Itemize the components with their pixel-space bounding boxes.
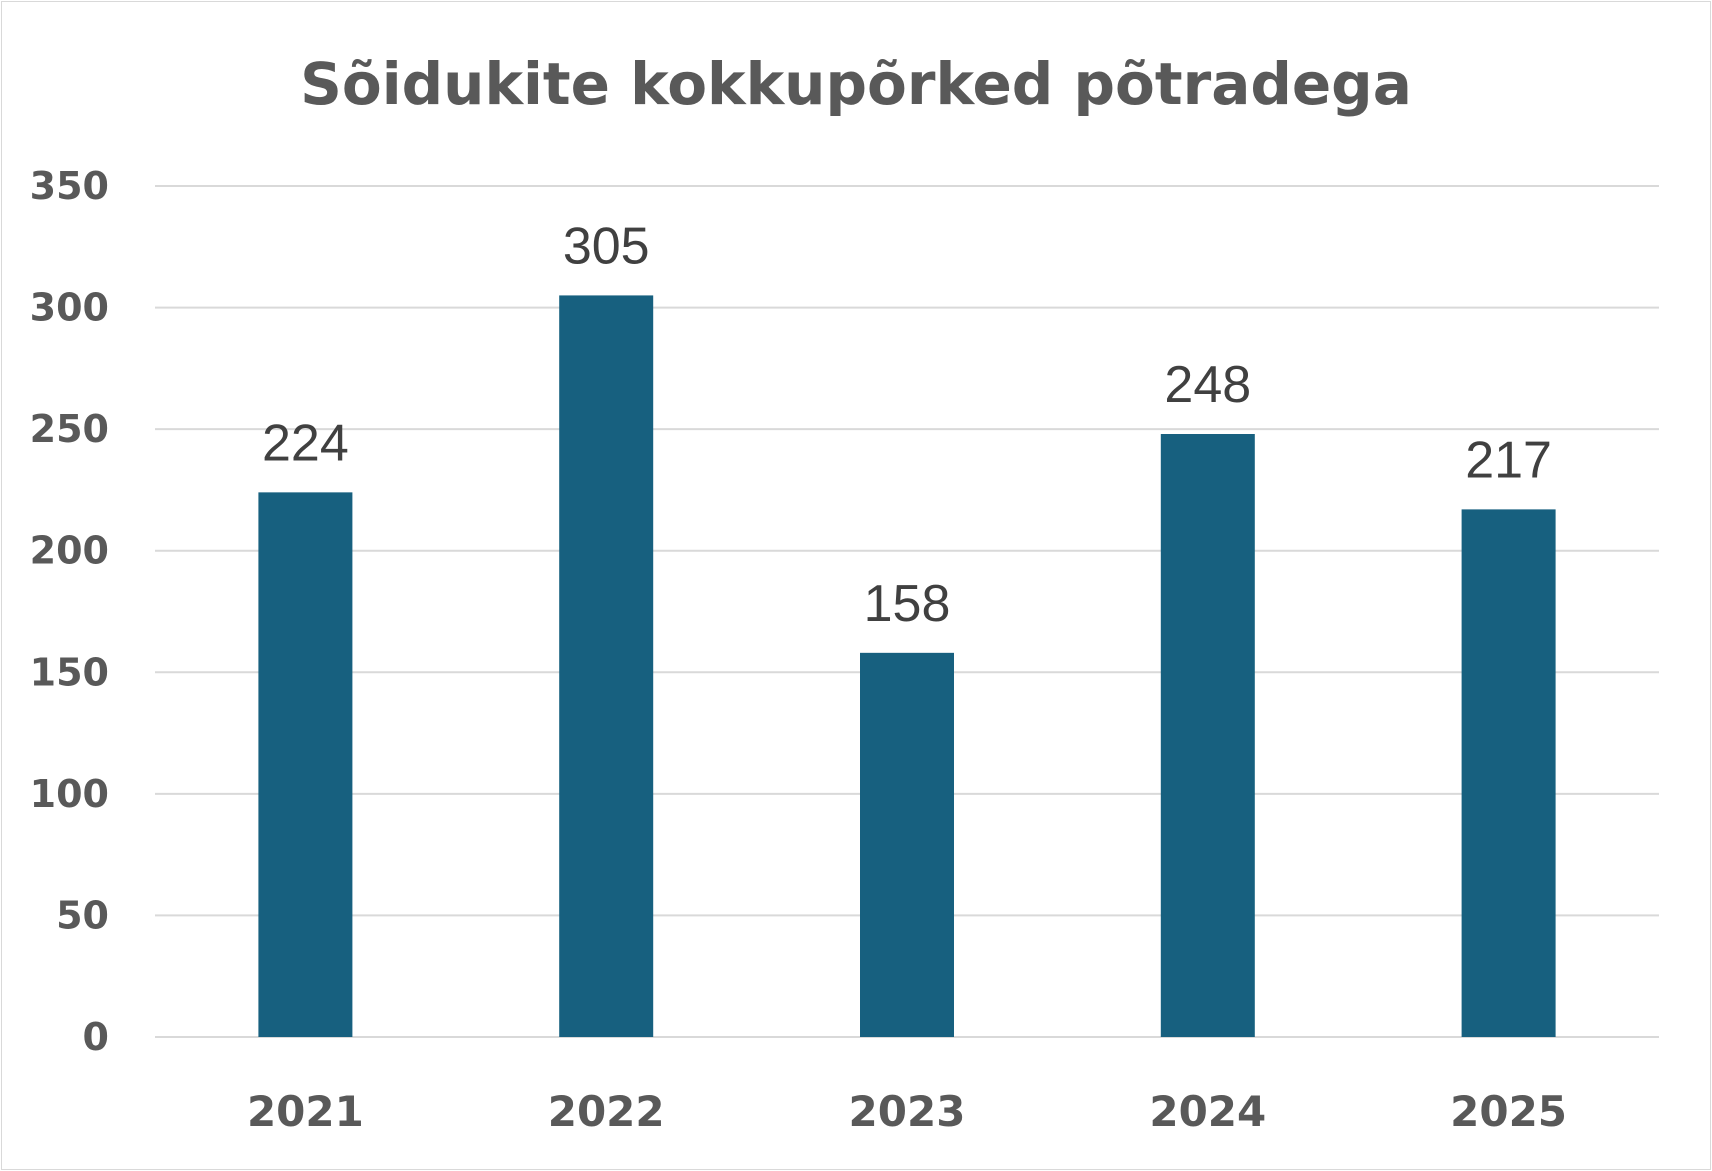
x-category-label: 2023 bbox=[849, 1087, 966, 1136]
y-tick-label: 100 bbox=[30, 772, 109, 816]
y-axis-ticks: 0 50 100 150 200 250 300 350 bbox=[30, 164, 109, 1059]
data-label-2025: 217 bbox=[1465, 431, 1552, 489]
x-category-label: 2025 bbox=[1450, 1087, 1567, 1136]
data-label-2023: 158 bbox=[864, 575, 951, 633]
chart-title: Sõidukite kokkupõrked põtradega bbox=[300, 50, 1412, 118]
bars bbox=[258, 295, 1556, 1037]
y-tick-label: 250 bbox=[30, 407, 109, 451]
data-label-2021: 224 bbox=[262, 414, 349, 472]
x-category-label: 2024 bbox=[1149, 1087, 1266, 1136]
data-label-2022: 305 bbox=[563, 217, 650, 275]
y-tick-label: 300 bbox=[30, 286, 109, 330]
bar-2024 bbox=[1160, 434, 1255, 1037]
y-tick-label: 150 bbox=[30, 650, 109, 694]
bar-2021 bbox=[258, 492, 353, 1037]
x-category-label: 2022 bbox=[548, 1087, 665, 1136]
data-labels: 224 305 158 248 217 bbox=[262, 217, 1552, 632]
bar-2025 bbox=[1461, 509, 1556, 1037]
x-category-label: 2021 bbox=[247, 1087, 364, 1136]
x-axis-categories: 2021 2022 2023 2024 2025 bbox=[247, 1087, 1567, 1136]
y-tick-label: 50 bbox=[56, 893, 109, 937]
y-tick-label: 350 bbox=[30, 164, 109, 208]
y-tick-label: 0 bbox=[83, 1015, 109, 1059]
bar-2023 bbox=[860, 652, 954, 1037]
data-label-2024: 248 bbox=[1164, 356, 1251, 414]
bar-2022 bbox=[559, 295, 654, 1037]
y-tick-label: 200 bbox=[30, 529, 109, 573]
